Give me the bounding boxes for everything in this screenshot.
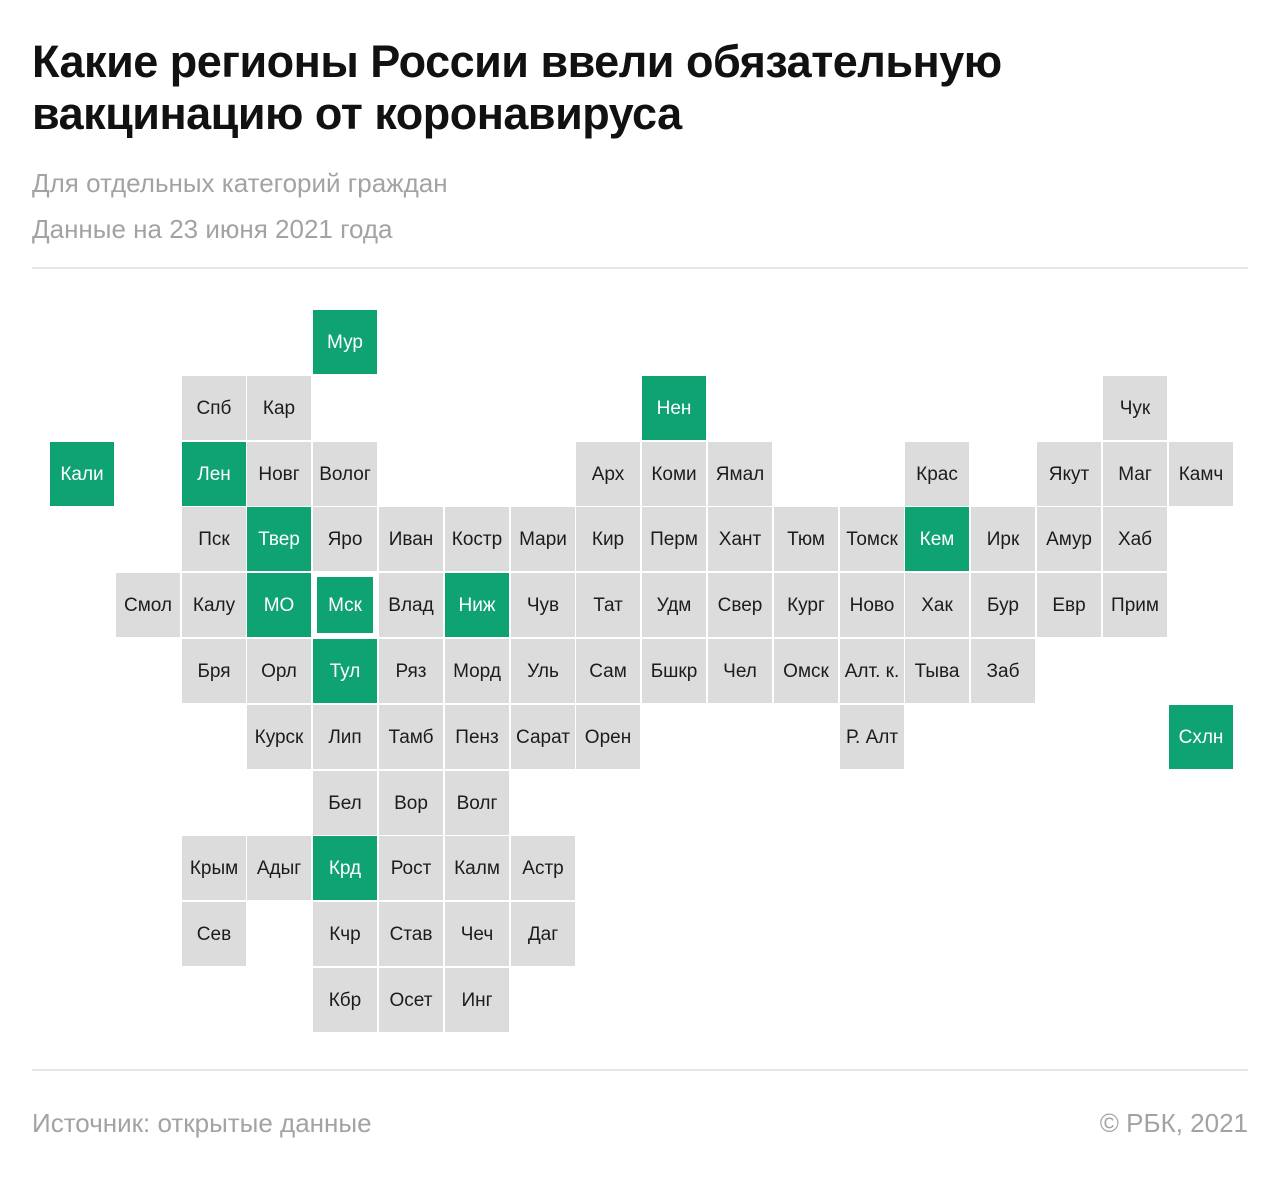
region-tile-32: Калу (182, 573, 246, 637)
region-tile-59: Заб (971, 639, 1035, 703)
region-tile-62: Тамб (379, 705, 443, 769)
region-tile-44: Бур (971, 573, 1035, 637)
region-tile-80: Чеч (445, 902, 509, 966)
title-line-1: Какие регионы России ввели обязательную (32, 36, 1002, 87)
region-tile-75: Калм (445, 836, 509, 900)
region-tile-12: Крас (905, 442, 969, 506)
region-tile-13: Якут (1037, 442, 1101, 506)
date-note: Данные на 23 июня 2021 года (32, 214, 393, 244)
region-tile-70: Волг (445, 771, 509, 835)
region-tile-37: Чув (511, 573, 575, 637)
region-tile-50: Ряз (379, 639, 443, 703)
region-tile-60: Курск (247, 705, 311, 769)
region-tile-57: Алт. к. (840, 639, 904, 703)
region-tile-38: Тат (576, 573, 640, 637)
region-tile-15: Камч (1169, 442, 1233, 506)
region-tile-23: Перм (642, 507, 706, 571)
top-divider (32, 267, 1248, 269)
region-tile-31: Смол (116, 573, 180, 637)
region-tile-61: Лип (313, 705, 377, 769)
title-line-2: вакцинацию от коронавируса (32, 88, 682, 139)
region-tile-77: Сев (182, 902, 246, 966)
region-tile-5: Кали (50, 442, 114, 506)
region-tile-11: Ямал (708, 442, 772, 506)
region-tile-45: Евр (1037, 573, 1101, 637)
region-tile-9: Арх (576, 442, 640, 506)
region-tile-20: Костр (445, 507, 509, 571)
region-tile-82: Кбр (313, 968, 377, 1032)
region-tile-41: Кург (774, 573, 838, 637)
region-tile-35: Влад (379, 573, 443, 637)
region-tile-42: Ново (840, 573, 904, 637)
region-tile-1: Спб (182, 376, 246, 440)
region-tile-24: Хант (708, 507, 772, 571)
region-tile-84: Инг (445, 968, 509, 1032)
region-tile-21: Мари (511, 507, 575, 571)
region-tile-28: Ирк (971, 507, 1035, 571)
region-tile-26: Томск (840, 507, 904, 571)
region-tile-29: Амур (1037, 507, 1101, 571)
region-tile-43: Хак (905, 573, 969, 637)
region-tile-3: Нен (642, 376, 706, 440)
region-tile-6: Лен (182, 442, 246, 506)
chart-title: Какие регионы России ввели обязательную … (32, 36, 1232, 140)
region-tile-10: Коми (642, 442, 706, 506)
region-tile-8: Волог (313, 442, 377, 506)
region-tile-83: Осет (379, 968, 443, 1032)
region-tile-79: Став (379, 902, 443, 966)
region-tile-71: Крым (182, 836, 246, 900)
region-tile-33: МО (247, 573, 311, 637)
region-tile-14: Маг (1103, 442, 1167, 506)
region-tile-40: Свер (708, 573, 772, 637)
region-tile-69: Вор (379, 771, 443, 835)
region-tile-63: Пенз (445, 705, 509, 769)
region-tile-46: Прим (1103, 573, 1167, 637)
copyright-note: © РБК, 2021 (1099, 1108, 1248, 1138)
region-tile-30: Хаб (1103, 507, 1167, 571)
region-tile-49: Тул (313, 639, 377, 703)
region-tile-16: Пск (182, 507, 246, 571)
region-tile-78: Кчр (313, 902, 377, 966)
region-tile-36: Ниж (445, 573, 509, 637)
region-tile-19: Иван (379, 507, 443, 571)
region-tile-18: Яро (313, 507, 377, 571)
region-tile-81: Даг (511, 902, 575, 966)
region-tile-48: Орл (247, 639, 311, 703)
region-tile-72: Адыг (247, 836, 311, 900)
region-tile-56: Омск (774, 639, 838, 703)
region-tile-27: Кем (905, 507, 969, 571)
bottom-divider (32, 1069, 1248, 1071)
region-tile-55: Чел (708, 639, 772, 703)
region-tile-66: Р. Алт (840, 705, 904, 769)
region-tile-7: Новг (247, 442, 311, 506)
region-tile-34: Мск (313, 573, 377, 637)
region-tile-68: Бел (313, 771, 377, 835)
region-tile-25: Тюм (774, 507, 838, 571)
region-tile-22: Кир (576, 507, 640, 571)
region-tile-67: Схлн (1169, 705, 1233, 769)
region-tile-74: Рост (379, 836, 443, 900)
subtitle: Для отдельных категорий граждан (32, 168, 448, 198)
region-tile-54: Бшкр (642, 639, 706, 703)
region-tile-76: Астр (511, 836, 575, 900)
region-tile-52: Уль (511, 639, 575, 703)
region-tile-53: Сам (576, 639, 640, 703)
region-tile-47: Бря (182, 639, 246, 703)
region-tile-4: Чук (1103, 376, 1167, 440)
region-tile-0: Мур (313, 310, 377, 374)
region-tile-51: Морд (445, 639, 509, 703)
region-tile-17: Твер (247, 507, 311, 571)
region-tile-2: Кар (247, 376, 311, 440)
region-tile-65: Орен (576, 705, 640, 769)
region-tile-73: Крд (313, 836, 377, 900)
region-tile-64: Сарат (511, 705, 575, 769)
source-note: Источник: открытые данные (32, 1108, 372, 1138)
region-tile-39: Удм (642, 573, 706, 637)
region-tile-58: Тыва (905, 639, 969, 703)
